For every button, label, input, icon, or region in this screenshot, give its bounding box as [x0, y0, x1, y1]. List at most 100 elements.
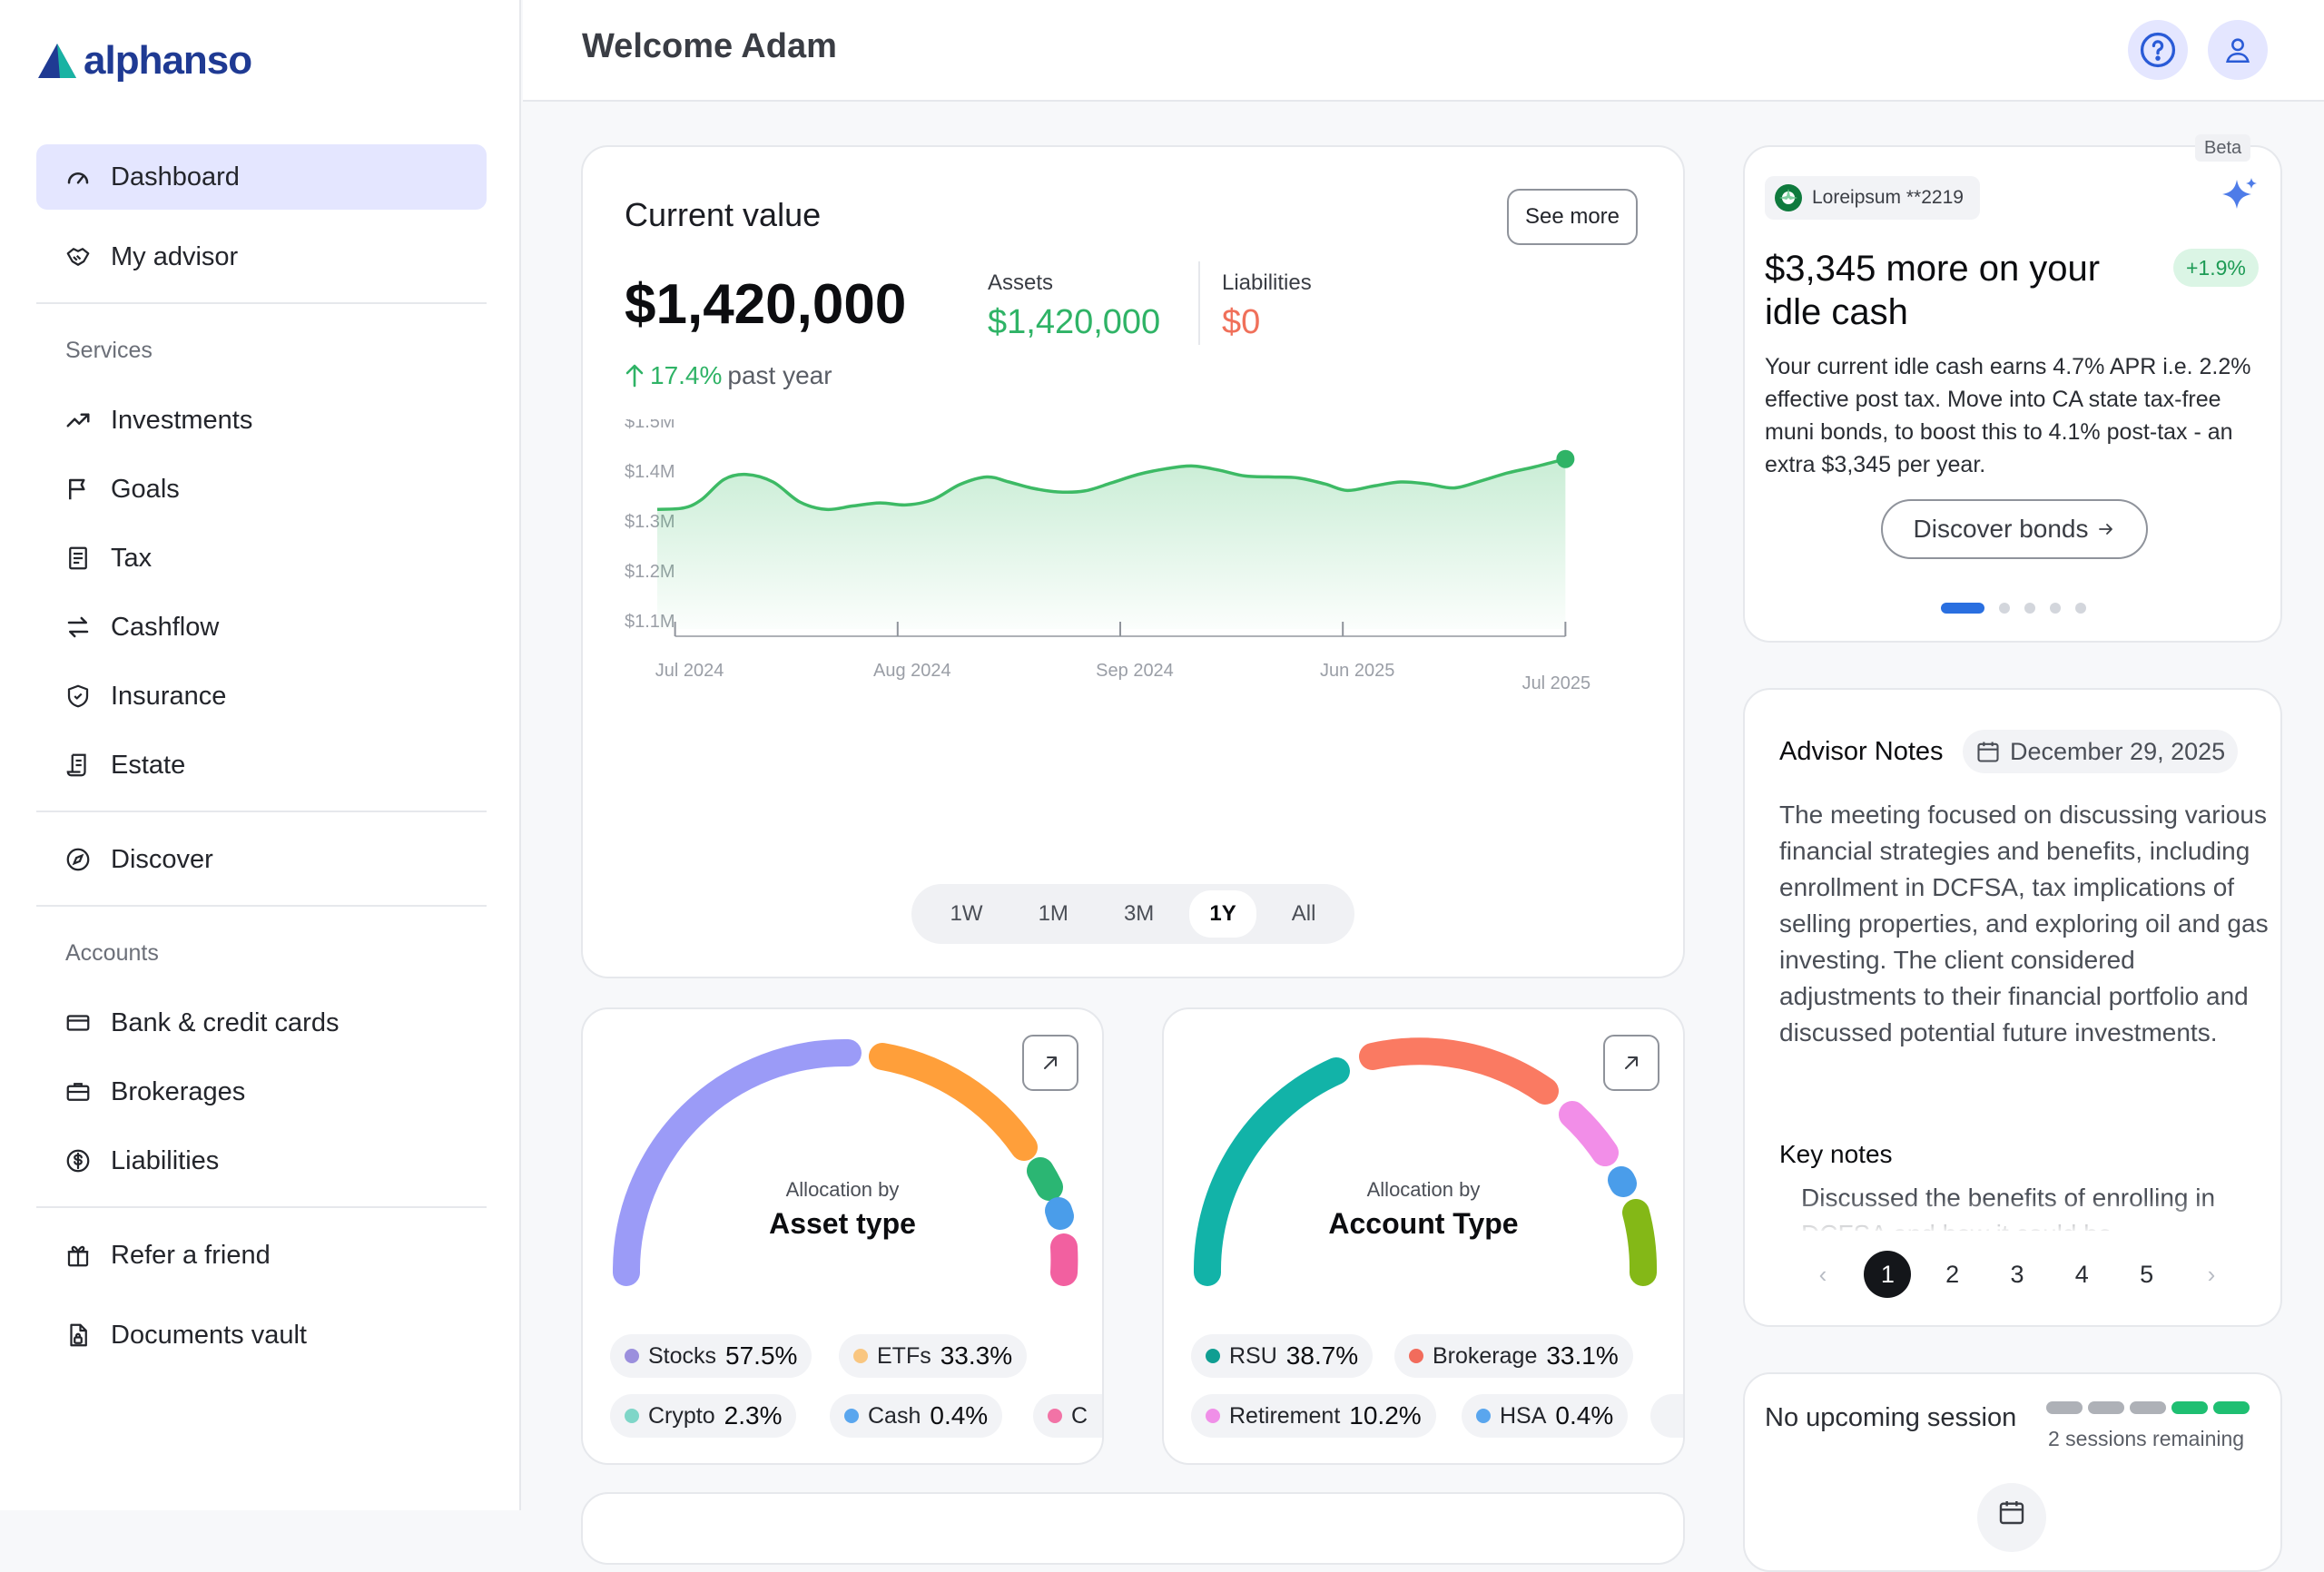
- legend-dot: [1206, 1349, 1220, 1363]
- page-3[interactable]: 3: [1994, 1251, 2041, 1298]
- arrow-up-right-icon: [1040, 1053, 1060, 1073]
- sidebar-divider: [36, 811, 487, 812]
- sparkle-icon: [2221, 174, 2260, 214]
- card-title: Advisor Notes: [1779, 737, 1944, 767]
- page-1[interactable]: 1: [1864, 1251, 1911, 1298]
- account-chip[interactable]: Loreipsum **2219: [1765, 176, 1980, 220]
- expand-asset-allocation-button[interactable]: [1022, 1035, 1078, 1091]
- legend-chip-rsu[interactable]: RSU 38.7%: [1191, 1334, 1373, 1378]
- handshake-icon: [64, 242, 93, 271]
- gauge-title: Account Type: [1164, 1207, 1683, 1241]
- legend-chip-other[interactable]: C: [1033, 1394, 1104, 1438]
- insight-gain-badge: +1.9%: [2173, 249, 2259, 287]
- legend-chip-hsa[interactable]: HSA 0.4%: [1462, 1394, 1628, 1438]
- y-tick-label: $1.5M: [625, 419, 675, 432]
- dollar-circle-icon: [64, 1146, 93, 1175]
- legend-value: 2.3%: [724, 1401, 783, 1430]
- legend-dot: [625, 1349, 639, 1363]
- prev-page-icon[interactable]: ‹: [1799, 1251, 1846, 1298]
- range-all[interactable]: All: [1272, 890, 1336, 938]
- brand-logo[interactable]: alphanso: [36, 38, 251, 84]
- schedule-button[interactable]: [1977, 1483, 2046, 1552]
- arrow-right-icon: [2097, 520, 2115, 538]
- sidebar-item-estate[interactable]: Estate: [36, 732, 487, 798]
- key-notes-heading: Key notes: [1779, 1140, 1893, 1169]
- range-1y[interactable]: 1Y: [1189, 890, 1256, 938]
- legend-dot: [1206, 1409, 1220, 1423]
- legend-chip-cash[interactable]: Cash 0.4%: [830, 1394, 1002, 1438]
- legend-label: Cash: [868, 1403, 921, 1430]
- sidebar-item-brokerages[interactable]: Brokerages: [36, 1059, 487, 1125]
- sidebar-item-documents-vault[interactable]: Documents vault: [36, 1302, 487, 1368]
- sidebar-item-label: My advisor: [111, 242, 238, 272]
- sidebar-item-label: Cashflow: [111, 613, 219, 643]
- range-3m[interactable]: 3M: [1104, 890, 1174, 938]
- y-tick-label: $1.4M: [625, 462, 675, 482]
- sidebar-item-my-advisor[interactable]: My advisor: [36, 224, 487, 290]
- sidebar-item-cashflow[interactable]: Cashflow: [36, 594, 487, 660]
- legend-chip-stocks[interactable]: Stocks 57.5%: [610, 1334, 812, 1378]
- sidebar-item-label: Goals: [111, 475, 180, 505]
- carousel-dot[interactable]: [2050, 603, 2061, 614]
- latest-value-point[interactable]: [1556, 450, 1574, 468]
- page-2[interactable]: 2: [1929, 1251, 1976, 1298]
- legend-chip-crypto[interactable]: Crypto 2.3%: [610, 1394, 796, 1438]
- page-4[interactable]: 4: [2058, 1251, 2105, 1298]
- profile-button[interactable]: [2208, 20, 2268, 80]
- sidebar-item-label: Dashboard: [111, 162, 240, 192]
- briefcase-icon: [64, 1077, 93, 1106]
- sidebar-section-services: Services: [65, 338, 153, 364]
- legend-chip-etfs[interactable]: ETFs 33.3%: [839, 1334, 1027, 1378]
- gauge-title: Asset type: [583, 1207, 1102, 1241]
- range-1w[interactable]: 1W: [931, 890, 1003, 938]
- text-fade: [1772, 1198, 2280, 1234]
- sidebar-item-tax[interactable]: Tax: [36, 526, 487, 591]
- sidebar-item-label: Tax: [111, 544, 152, 574]
- session-card: No upcoming session 2 sessions remaining: [1743, 1372, 2282, 1572]
- range-1m[interactable]: 1M: [1019, 890, 1088, 938]
- sidebar-item-goals[interactable]: Goals: [36, 457, 487, 522]
- sidebar-item-dashboard[interactable]: Dashboard: [36, 144, 487, 210]
- legend-value: 33.3%: [940, 1341, 1012, 1371]
- sidebar-item-liabilities[interactable]: Liabilities: [36, 1128, 487, 1194]
- legend-chip-brokerage[interactable]: Brokerage 33.1%: [1394, 1334, 1633, 1378]
- legend-chip-overflow[interactable]: [1650, 1394, 1685, 1438]
- time-range-selector: 1W 1M 3M 1Y All: [911, 884, 1354, 944]
- session-bar-used: [2088, 1401, 2124, 1414]
- sidebar-item-refer-a-friend[interactable]: Refer a friend: [36, 1223, 487, 1288]
- legend-chip-retirement[interactable]: Retirement 10.2%: [1191, 1394, 1436, 1438]
- compass-icon: [64, 845, 93, 874]
- x-tick-label: Aug 2024: [873, 661, 951, 681]
- sidebar-item-discover[interactable]: Discover: [36, 827, 487, 892]
- assets-value: $1,420,000: [988, 303, 1160, 342]
- sidebar-item-insurance[interactable]: Insurance: [36, 663, 487, 729]
- see-more-button[interactable]: See more: [1507, 189, 1638, 245]
- legend-dot: [625, 1409, 639, 1423]
- discover-bonds-button[interactable]: Discover bonds: [1881, 499, 2148, 559]
- expand-account-allocation-button[interactable]: [1603, 1035, 1659, 1091]
- gift-icon: [64, 1241, 93, 1270]
- carousel-dot[interactable]: [2075, 603, 2086, 614]
- help-button[interactable]: [2128, 20, 2188, 80]
- sessions-remaining: 2 sessions remaining: [2048, 1427, 2244, 1451]
- insight-body: Your current idle cash earns 4.7% APR i.…: [1765, 350, 2273, 481]
- growth-period: past year: [727, 361, 832, 390]
- sidebar-item-label: Insurance: [111, 682, 226, 712]
- page-5[interactable]: 5: [2123, 1251, 2171, 1298]
- sidebar-item-label: Documents vault: [111, 1321, 307, 1351]
- sidebar-divider: [36, 302, 487, 304]
- x-tick-label: Jul 2024: [655, 661, 724, 681]
- next-page-icon[interactable]: ›: [2188, 1251, 2235, 1298]
- net-worth-amount: $1,420,000: [625, 272, 906, 337]
- carousel-dot-active[interactable]: [1941, 603, 1984, 614]
- gauge-segment-etfs: [882, 1056, 1024, 1147]
- sidebar-item-bank-credit-cards[interactable]: Bank & credit cards: [36, 990, 487, 1056]
- sidebar-item-investments[interactable]: Investments: [36, 388, 487, 453]
- carousel-dot[interactable]: [1999, 603, 2010, 614]
- liabilities-value: $0: [1222, 303, 1260, 342]
- carousel-dot[interactable]: [2024, 603, 2035, 614]
- x-tick-label: Jul 2025: [1522, 673, 1591, 693]
- legend-dot: [844, 1409, 859, 1423]
- gauge-segment-retirement: [1572, 1115, 1605, 1153]
